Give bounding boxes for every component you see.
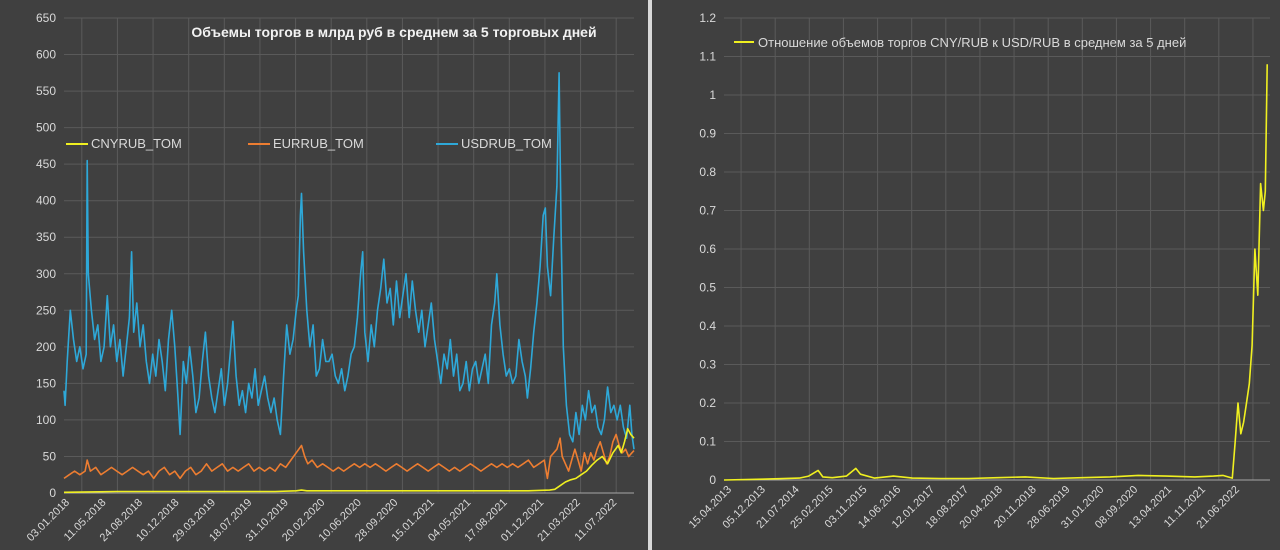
y-tick-label: 0.4 [699,319,716,333]
y-tick-label: 450 [36,157,56,171]
chart-title: Объемы торгов в млрд руб в среднем за 5 … [191,24,596,40]
right-chart: 00.10.20.30.40.50.60.70.80.911.11.215.04… [687,11,1270,531]
y-tick-label: 1.2 [699,11,716,25]
legend-label: Отношение объемов торгов CNY/RUB к USD/R… [758,35,1186,50]
legend-label: CNYRUB_TOM [91,136,182,151]
left-chart-panel: 0 50 100 150 200 250 300 350 400 450 500 550 600 650 0… [24,11,635,545]
y-tick-label: 150 [36,376,56,390]
y-tick-label: 1 [709,88,716,102]
y-tick-label: 400 [36,194,56,208]
y-tick-label: 0.7 [699,204,716,218]
series-line-cnyrub-tom [63,427,635,494]
y-tick-label: 50 [43,449,57,463]
left-chart: 0501001502002503003504004505005506006500… [25,11,635,544]
y-tick-label: 600 [36,48,56,62]
y-tick-label: 250 [36,303,56,317]
y-tick-label: 0.1 [699,435,716,449]
y-tick-label: 0.3 [699,358,716,372]
series-line-отношение-объемов-торгов-cny-rub-к-usd-rub-в-среднем-за-5-дней [723,64,1268,481]
legend-label: USDRUB_TOM [461,136,552,151]
series-line-eurrub-tom [63,433,635,480]
y-tick-label: 550 [36,84,56,98]
y-tick-label: 1.1 [699,50,716,64]
y-tick-label: 0.8 [699,165,716,179]
y-tick-label: 100 [36,413,56,427]
legend-label: EURRUB_TOM [273,136,364,151]
y-tick-label: 0.9 [699,127,716,141]
panel-divider [648,0,652,550]
y-tick-label: 300 [36,267,56,281]
y-tick-label: 0 [709,473,716,487]
y-tick-label: 350 [36,230,56,244]
series-line-usdrub-tom [63,72,635,450]
y-tick-label: 0.6 [699,242,716,256]
right-chart-panel: 0 0.1 0.2 0.3 0.4 0.5 0.6 0.7 0.8 0.9 1 1.1 1.2 15.04… [652,0,1280,550]
y-tick-label: 0.2 [699,396,716,410]
y-tick-label: 650 [36,11,56,25]
y-tick-label: 0.5 [699,281,716,295]
y-tick-label: 0 [49,486,56,500]
y-tick-label: 200 [36,340,56,354]
y-tick-label: 500 [36,121,56,135]
